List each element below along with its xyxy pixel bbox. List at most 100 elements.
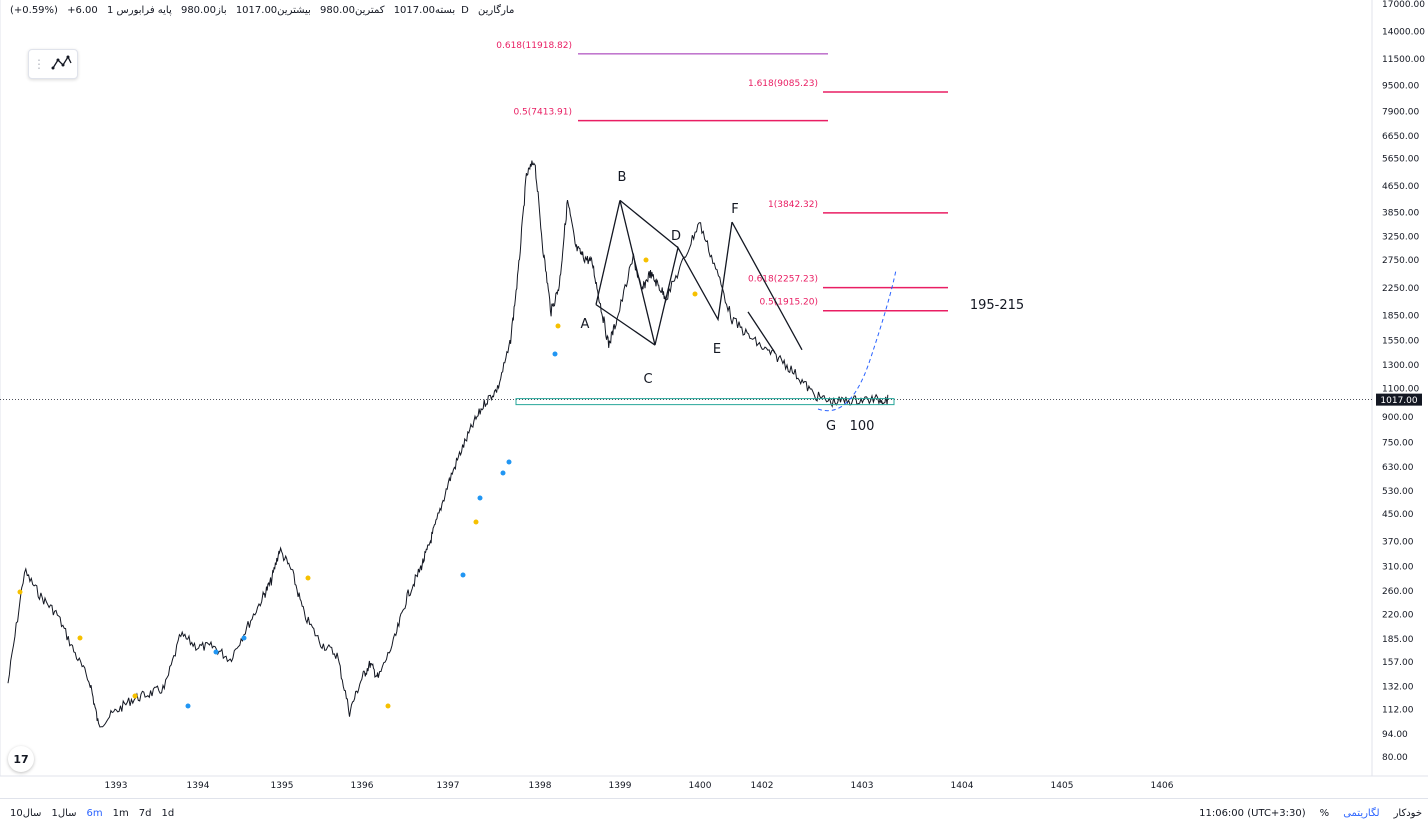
wave-label: G <box>826 419 836 434</box>
y-tick-label: 1300.00 <box>1382 361 1419 371</box>
tradingview-logo-icon[interactable]: 17 <box>8 746 34 772</box>
fib-level-label: 0.5(1915.20) <box>759 298 818 308</box>
y-tick-label: 14000.00 <box>1382 27 1425 37</box>
timeframe-1y[interactable]: 1سال <box>51 807 77 819</box>
x-tick-label: 1393 <box>105 781 128 791</box>
timeframe-1d[interactable]: 1d <box>161 807 175 819</box>
pattern-tool-button[interactable]: ⋮ <box>28 49 78 79</box>
chart-header: (+0.59%) +6.00 بسته1017.00 کمترین980.00 … <box>10 5 520 16</box>
pattern-tool-icon <box>51 54 73 74</box>
signal-dot <box>692 291 698 297</box>
y-tick-label: 900.00 <box>1382 413 1414 423</box>
signal-dot <box>643 257 649 263</box>
x-tick-label: 1400 <box>689 781 712 791</box>
channel-upper <box>731 221 803 351</box>
x-tick-label: 1397 <box>437 781 460 791</box>
wave-label: D <box>671 229 681 244</box>
change: +6.00 <box>67 5 98 16</box>
y-tick-label: 750.00 <box>1382 438 1414 448</box>
y-tick-label: 2750.00 <box>1382 256 1419 266</box>
open-value: باز980.00 <box>180 5 227 16</box>
high-value: بیشترین1017.00 <box>235 5 311 16</box>
last-price-label: 1017.00 <box>1380 396 1417 406</box>
signal-dot <box>477 495 483 501</box>
wave-label: E <box>713 342 721 357</box>
x-tick-label: 1402 <box>751 781 774 791</box>
x-tick-label: 1403 <box>851 781 874 791</box>
x-tick-label: 1395 <box>271 781 294 791</box>
close-value: بسته1017.00 <box>393 5 456 16</box>
y-tick-label: 1100.00 <box>1382 385 1419 395</box>
y-tick-label: 630.00 <box>1382 463 1414 473</box>
y-tick-label: 94.00 <box>1382 730 1408 740</box>
y-tick-label: 17000.00 <box>1382 0 1425 10</box>
timeframe-7d[interactable]: 7d <box>138 807 152 819</box>
wave-label: F <box>731 202 738 217</box>
wave-line-ac <box>595 304 656 346</box>
x-tick-label: 1399 <box>609 781 632 791</box>
y-tick-label: 112.00 <box>1382 706 1414 716</box>
y-tick-label: 260.00 <box>1382 587 1414 597</box>
y-tick-label: 220.00 <box>1382 611 1414 621</box>
wave-label: 100 <box>850 419 875 434</box>
signal-dot <box>473 519 479 525</box>
x-tick-label: 1398 <box>529 781 552 791</box>
last-price-tag <box>1376 393 1422 406</box>
fib-level-label: 0.618(11918.82) <box>496 41 572 51</box>
y-tick-label: 310.00 <box>1382 563 1414 573</box>
signal-dot <box>552 351 558 357</box>
y-tick-label: 11500.00 <box>1382 55 1425 65</box>
y-tick-label: 6650.00 <box>1382 132 1419 142</box>
y-tick-label: 1850.00 <box>1382 312 1419 322</box>
y-tick-label: 157.00 <box>1382 658 1414 668</box>
drag-handle-icon: ⋮ <box>33 57 45 71</box>
clock-label[interactable]: 11:06:00 (UTC+3:30) <box>1199 807 1306 819</box>
y-tick-label: 185.00 <box>1382 635 1414 645</box>
y-tick-label: 9500.00 <box>1382 82 1419 92</box>
exchange-label: پایه فرابورس <box>116 5 172 16</box>
fib-level-label: 0.5(7413.91) <box>513 108 572 118</box>
y-tick-label: 3850.00 <box>1382 209 1419 219</box>
interval-label[interactable]: 1D <box>106 5 469 16</box>
wave-label: 195-215 <box>970 298 1024 313</box>
y-tick-label: 7900.00 <box>1382 108 1419 118</box>
signal-dot <box>305 575 311 581</box>
signal-dot <box>213 649 219 655</box>
fib-level-label: 0.618(2257.23) <box>748 275 818 285</box>
percent-toggle[interactable]: % <box>1319 807 1330 819</box>
log-toggle[interactable]: لگاریتمی <box>1343 807 1380 819</box>
x-tick-label: 1405 <box>1051 781 1074 791</box>
signal-dot <box>385 703 391 709</box>
signal-dot <box>17 589 23 595</box>
signal-dot <box>77 635 83 641</box>
y-tick-label: 4650.00 <box>1382 182 1419 192</box>
y-tick-label: 450.00 <box>1382 510 1414 520</box>
signal-dot <box>506 459 512 465</box>
timeframe-10y[interactable]: 10سال <box>10 807 42 819</box>
x-tick-label: 1394 <box>187 781 210 791</box>
wave-label: C <box>643 372 652 387</box>
price-chart[interactable]: 17000.00 14000.00 11500.00 9500.00 7900.00 66… <box>0 0 1428 798</box>
change-pct: (+0.59%) <box>10 5 58 16</box>
symbol-label[interactable]: مارگارین <box>478 5 515 16</box>
x-tick-label: 1406 <box>1151 781 1174 791</box>
y-tick-label: 370.00 <box>1382 538 1414 548</box>
y-tick-label: 80.00 <box>1382 753 1408 763</box>
y-tick-label: 5650.00 <box>1382 155 1419 165</box>
bottom-toolbar: 10سال 1سال 6m 1m 7d 1d 11:06:00 (UTC+3:3… <box>0 798 1428 827</box>
signal-dot <box>132 693 138 699</box>
price-series-line <box>7 160 889 728</box>
support-zone <box>515 398 895 406</box>
signal-dot <box>500 470 506 476</box>
signal-dot <box>460 572 466 578</box>
x-tick-label: 1404 <box>951 781 974 791</box>
timeframe-1m[interactable]: 1m <box>112 807 129 819</box>
timeframe-6m[interactable]: 6m <box>86 807 103 819</box>
fib-level-label: 1(3842.32) <box>768 200 818 210</box>
low-value: کمترین980.00 <box>320 5 385 16</box>
x-tick-label: 1396 <box>351 781 374 791</box>
y-tick-label: 132.00 <box>1382 682 1414 692</box>
wave-label: A <box>581 317 590 332</box>
auto-toggle[interactable]: خودکار <box>1393 807 1422 819</box>
wave-label: B <box>618 170 627 185</box>
